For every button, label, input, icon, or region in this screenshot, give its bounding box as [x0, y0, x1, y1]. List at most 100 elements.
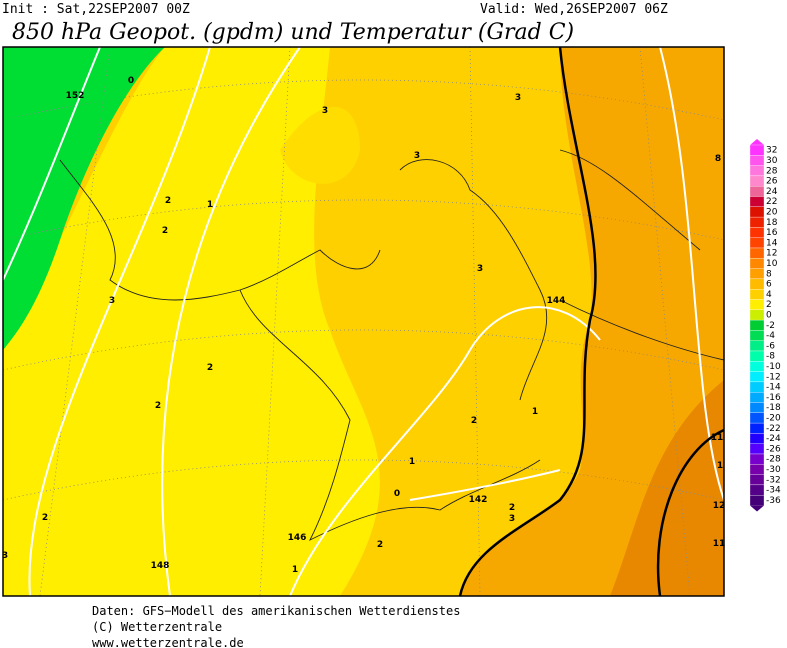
- colorbar-label: -32: [766, 475, 781, 485]
- contour-label: 8: [715, 154, 721, 164]
- colorbar-label: -2: [766, 321, 775, 331]
- init-time: Init : Sat,22SEP2007 00Z: [2, 2, 190, 17]
- colorbar-label: -30: [766, 465, 781, 475]
- colorbar-swatch: [749, 361, 765, 372]
- valid-time: Valid: Wed,26SEP2007 06Z: [480, 2, 668, 17]
- contour-label: 1: [717, 461, 723, 471]
- contour-label: 12: [713, 501, 726, 511]
- colorbar-swatch: [749, 340, 765, 352]
- colorbar-label: 24: [766, 187, 778, 197]
- colorbar-swatch: [749, 278, 765, 290]
- colorbar-swatch: [749, 144, 765, 156]
- colorbar-label: 10: [766, 259, 778, 269]
- colorbar-label: 4: [766, 290, 772, 300]
- colorbar-swatch: [749, 258, 765, 269]
- contour-label: 2: [377, 540, 383, 550]
- colorbar-swatch: [749, 299, 765, 310]
- contour-label: 11: [711, 433, 724, 443]
- colorbar-swatch: [749, 371, 765, 383]
- colorbar-label: 2: [766, 300, 772, 310]
- contour-label: 3: [509, 514, 515, 524]
- colorbar-swatch: [749, 196, 765, 207]
- contour-label: 2: [162, 226, 168, 236]
- colorbar-label: 32: [766, 146, 777, 156]
- colorbar-label: -18: [766, 403, 781, 413]
- colorbar-label: -22: [766, 424, 781, 434]
- colorbar-swatch: [749, 155, 765, 166]
- colorbar-label: 6: [766, 280, 772, 290]
- colorbar-swatch: [749, 206, 765, 218]
- contour-label: 2: [207, 363, 213, 373]
- colorbar-swatch: [749, 309, 765, 321]
- footer-source: Daten: GFS−Modell des amerikanischen Wet…: [92, 604, 460, 618]
- colorbar-label: -36: [766, 496, 781, 506]
- colorbar-tip: [750, 505, 764, 512]
- colorbar-swatch: [749, 330, 765, 341]
- map-title: 850 hPa Geopot. (gpdm) und Temperatur (G…: [12, 20, 574, 45]
- colorbar-label: -14: [766, 383, 781, 393]
- contour-label: 3: [109, 296, 115, 306]
- contour-label: 2: [155, 401, 161, 411]
- colorbar-label: -6: [766, 341, 775, 351]
- colorbar-label: 8: [766, 269, 772, 279]
- colorbar-swatch: [749, 484, 765, 496]
- colorbar-swatch: [749, 268, 765, 280]
- colorbar-label: -16: [766, 393, 781, 403]
- contour-label: 144: [547, 296, 566, 306]
- contour-label: 1: [207, 200, 213, 210]
- colorbar-label: 16: [766, 228, 778, 238]
- colorbar-swatch: [749, 227, 765, 238]
- colorbar-label: 14: [766, 238, 778, 248]
- colorbar-swatch: [749, 433, 765, 444]
- colorbar-swatch: [749, 443, 765, 455]
- contour-label: 2: [165, 196, 171, 206]
- colorbar-swatch: [749, 175, 765, 187]
- colorbar-swatch: [749, 216, 765, 228]
- colorbar-label: 0: [766, 310, 772, 320]
- colorbar-swatch: [749, 474, 765, 486]
- contour-label: 1: [532, 407, 538, 417]
- colorbar-swatch: [749, 392, 765, 403]
- colorbar-label: -10: [766, 362, 781, 372]
- contour-label: 0: [128, 76, 134, 86]
- colorbar-label: -12: [766, 372, 781, 382]
- footer-url: www.wetterzentrale.de: [92, 636, 244, 648]
- colorbar-label: -20: [766, 413, 781, 423]
- colorbar-label: -34: [766, 486, 781, 496]
- colorbar-label: 12: [766, 249, 777, 259]
- colorbar-swatch: [749, 319, 765, 331]
- contour-label: 2: [471, 416, 477, 426]
- colorbar-swatch: [749, 186, 765, 197]
- contour-label: 142: [469, 495, 488, 505]
- colorbar-label: -28: [766, 455, 781, 465]
- contour-label: 148: [151, 561, 170, 571]
- colorbar-swatch: [749, 453, 765, 465]
- contour-label: 0: [394, 489, 400, 499]
- contour-label: 3: [2, 551, 8, 561]
- colorbar-label: 30: [766, 156, 778, 166]
- colorbar-label: 22: [766, 197, 777, 207]
- colorbar-label: -24: [766, 434, 781, 444]
- colorbar-label: -8: [766, 352, 775, 362]
- colorbar-label: -26: [766, 444, 781, 454]
- contour-label: 1: [292, 565, 298, 575]
- colorbar-swatch: [749, 247, 765, 259]
- footer-copyright: (C) Wetterzentrale: [92, 620, 222, 634]
- contour-label: 3: [515, 93, 521, 103]
- colorbar-swatch: [749, 422, 765, 434]
- contour-label: 3: [414, 151, 420, 161]
- contour-label: 2: [42, 513, 48, 523]
- colorbar-label: -4: [766, 331, 775, 341]
- colorbar-swatch: [749, 495, 765, 506]
- colorbar-swatch: [749, 402, 765, 413]
- colorbar-label: 20: [766, 207, 778, 217]
- map: [2, 46, 725, 597]
- contour-label: 1: [409, 457, 415, 467]
- contour-label: 3: [322, 106, 328, 116]
- colorbar-label: 28: [766, 166, 778, 176]
- colorbar-swatch: [749, 464, 765, 475]
- colorbar-swatch: [749, 381, 765, 393]
- colorbar-swatch: [749, 165, 765, 177]
- colorbar-swatch: [749, 289, 765, 300]
